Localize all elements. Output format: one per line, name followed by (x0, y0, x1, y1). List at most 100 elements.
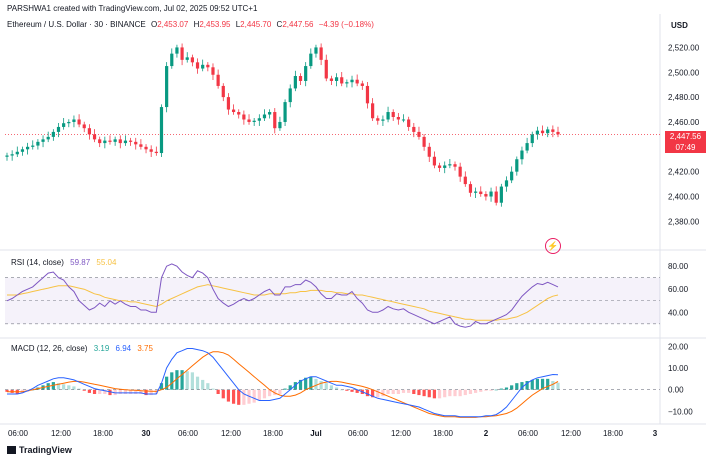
macd-histogram-bar (314, 378, 318, 390)
candle (25, 146, 30, 150)
macd-histogram-bar (546, 378, 550, 390)
macd-histogram-bar (494, 389, 498, 391)
candle (350, 79, 354, 83)
macd-histogram-bar (170, 372, 174, 390)
candle (386, 112, 390, 120)
candle (417, 131, 421, 137)
candle (546, 129, 550, 134)
symbol-title: Ethereum / U.S. Dollar · 30 · BINANCE (7, 20, 146, 29)
rsi-legend: RSI (14, close) 59.87 55.04 (11, 258, 120, 267)
rsi-axis-tick: 80.00 (668, 262, 689, 271)
macd-histogram-bar (211, 388, 215, 390)
rsi-name: RSI (14, close) (11, 258, 64, 267)
macd-value: 6.94 (115, 344, 132, 353)
candle (458, 166, 462, 177)
candle (247, 119, 251, 122)
candle (92, 134, 97, 140)
macd-histogram-bar (113, 389, 117, 396)
time-axis-tick: 18:00 (603, 429, 624, 438)
close-value: 2,447.56 (282, 20, 314, 29)
macd-histogram-bar (453, 389, 457, 397)
candle (298, 76, 303, 81)
macd-histogram-bar (551, 381, 555, 390)
candle (103, 140, 107, 144)
macd-histogram-bar (319, 381, 323, 390)
macd-histogram-bar (304, 377, 308, 390)
currency-label: USD (671, 21, 688, 30)
rsi-axis-tick: 60.00 (668, 285, 689, 294)
macd-histogram-bar (396, 389, 400, 394)
candle (437, 165, 442, 168)
macd-histogram-bar (365, 389, 370, 397)
macd-histogram-bar (175, 370, 179, 390)
candle (494, 191, 498, 203)
macd-histogram-bar (283, 388, 287, 390)
macd-histogram-bar (432, 389, 437, 399)
credit-line: PARSHWA1 created with TradingView.com, J… (7, 4, 258, 13)
candle (396, 117, 400, 120)
time-axis-tick: 06:00 (348, 429, 369, 438)
macd-histogram-bar (237, 389, 241, 405)
macd-histogram-bar (489, 389, 493, 391)
macd-histogram-bar (62, 384, 66, 390)
open-label: O (150, 20, 158, 29)
macd-histogram-bar (427, 389, 431, 398)
macd-histogram-bar (82, 389, 86, 391)
macd-histogram-bar (355, 389, 359, 393)
bolt-icon[interactable]: ⚡ (545, 238, 561, 254)
macd-histogram-bar (51, 382, 55, 390)
time-axis-tick: 06:00 (8, 429, 29, 438)
candle (149, 149, 153, 152)
candle (340, 77, 344, 84)
macd-histogram-bar (144, 389, 148, 396)
macd-histogram-bar (72, 386, 76, 390)
macd-histogram-bar (510, 385, 514, 390)
candle (82, 124, 86, 129)
macd-histogram-bar (77, 388, 81, 390)
time-axis-tick: 2 (484, 429, 489, 438)
candle (123, 140, 128, 144)
macd-histogram-bar (10, 389, 14, 393)
macd-histogram-bar (216, 389, 220, 394)
candle (345, 82, 349, 84)
macd-histogram-bar (535, 378, 540, 390)
candle (329, 78, 334, 81)
macd-histogram-bar (288, 385, 292, 390)
macd-histogram-bar (103, 389, 107, 394)
macd-histogram-bar (195, 376, 200, 390)
candle (391, 112, 395, 117)
time-axis-tick: Jul (310, 429, 322, 438)
time-axis-tick: 18:00 (263, 429, 284, 438)
last-price-tag: 2,447.56 07:49 (665, 131, 706, 153)
candle (319, 47, 323, 60)
macd-histogram-bar (206, 383, 210, 390)
macd-histogram-bar (92, 389, 97, 394)
candle (113, 139, 117, 142)
price-axis-tick: 2,400.00 (668, 193, 700, 202)
candle (314, 47, 318, 54)
rsi-line (6, 263, 559, 328)
candle (159, 107, 164, 154)
candle (154, 151, 158, 154)
candle (195, 62, 200, 69)
candle (72, 119, 76, 122)
macd-histogram-bar (262, 389, 267, 399)
macd-histogram-bar (376, 389, 380, 398)
macd-histogram-bar (329, 385, 334, 390)
macd-histogram-bar (5, 389, 9, 392)
macd-histogram-bar (530, 379, 534, 390)
candle (453, 164, 457, 167)
candle (510, 171, 514, 181)
macd-histogram-bar (139, 389, 143, 394)
rsi-axis-tick: 40.00 (668, 308, 689, 317)
candle (525, 143, 529, 151)
macd-histogram-bar (350, 389, 354, 392)
candle (31, 145, 35, 147)
open-value: 2,453.07 (157, 20, 189, 29)
macd-histogram-bar (324, 383, 328, 390)
candle (355, 79, 359, 84)
candle (10, 154, 14, 156)
candle (376, 118, 380, 121)
candle (407, 119, 411, 127)
macd-histogram-bar (98, 389, 102, 394)
